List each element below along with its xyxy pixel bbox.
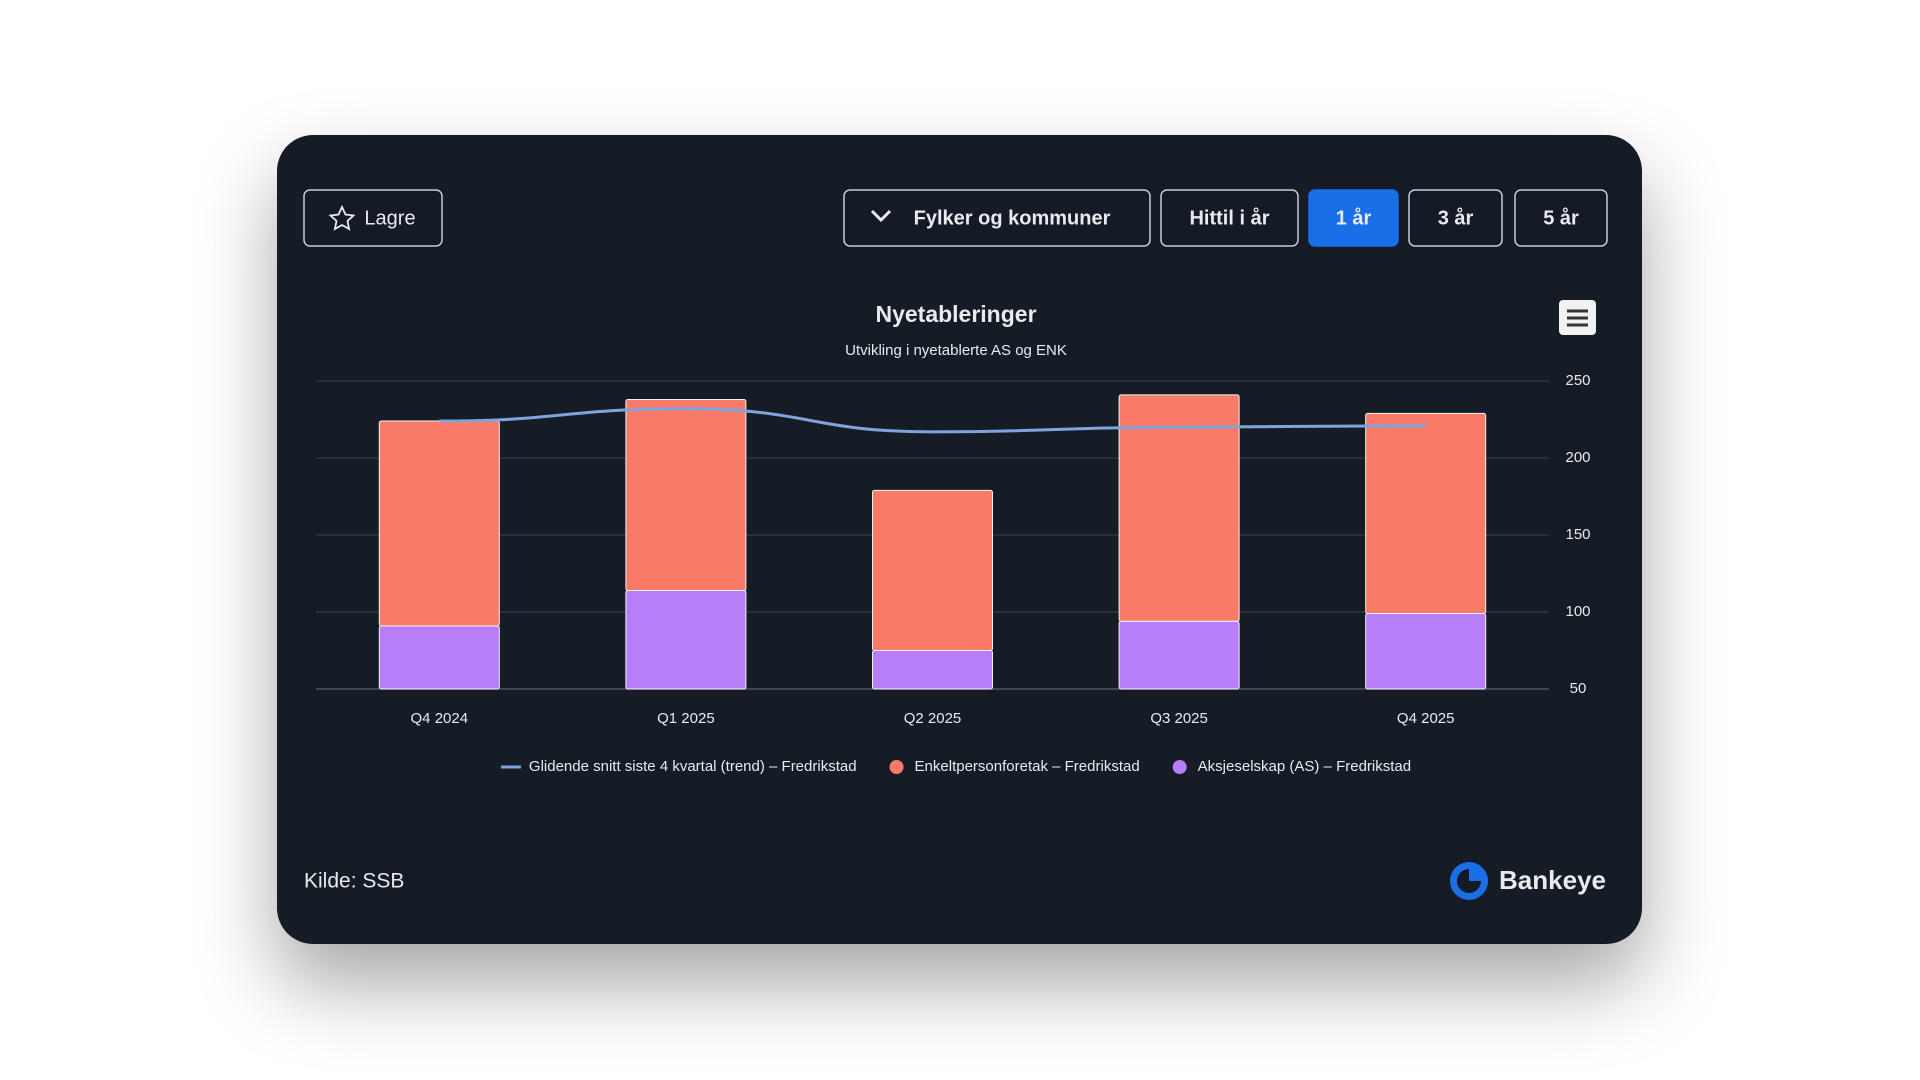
button-label: Hittil i år (1189, 206, 1269, 229)
period-button[interactable]: 5 år (1514, 189, 1608, 247)
brand-logo: Bankeye (1450, 862, 1606, 900)
bar-segment (1118, 620, 1240, 690)
button-bg (1514, 189, 1608, 247)
region-label: Fylker og kommuner (914, 207, 1111, 229)
button-bg (1308, 189, 1399, 247)
chevron-icon (870, 209, 892, 223)
button-label: 3 år (1438, 206, 1474, 229)
bar-segment (625, 589, 747, 690)
chart-subtitle: Utvikling i nyetablerte AS og ENK (845, 342, 1067, 359)
legend-label: Enkeltpersonforetak – Fredrikstad (915, 758, 1140, 775)
button-bg (1160, 189, 1299, 247)
bar-segment (1365, 613, 1487, 690)
legend: Glidende snitt siste 4 kvartal (trend) –… (500, 758, 1411, 775)
bar-segment (378, 625, 500, 690)
legend-item[interactable]: Glidende snitt siste 4 kvartal (trend) –… (500, 758, 857, 775)
x-tick-label: Q3 2025 (1150, 710, 1208, 727)
region-dropdown[interactable]: Fylker og kommuner (843, 189, 1151, 247)
bar-segment (1365, 412, 1487, 615)
y-tick-label: 100 (1565, 603, 1590, 620)
x-tick-label: Q4 2024 (411, 710, 469, 727)
y-tick-label: 200 (1565, 449, 1590, 466)
brand-name: Bankeye (1499, 865, 1606, 895)
bar-segment (378, 420, 500, 627)
button-label: 1 år (1336, 206, 1372, 229)
star-icon (328, 204, 356, 231)
legend-symbol (889, 760, 904, 774)
save-button[interactable]: Lagre (303, 189, 443, 247)
legend-symbol (1172, 760, 1187, 774)
x-tick-label: Q2 2025 (904, 710, 962, 727)
y-tick-label: 250 (1565, 372, 1590, 389)
y-tick-label: 150 (1565, 526, 1590, 543)
bar-segment (872, 489, 993, 651)
legend-item[interactable]: Enkeltpersonforetak – Fredrikstad (889, 758, 1140, 775)
legend-label: Aksjeselskap (AS) – Fredrikstad (1198, 758, 1411, 775)
save-label: Lagre (364, 207, 415, 229)
button-bg (1408, 189, 1503, 247)
legend-label: Glidende snitt siste 4 kvartal (trend) –… (529, 758, 857, 775)
bar-segment (625, 398, 747, 591)
source-label: Kilde: SSB (304, 870, 404, 893)
period-button[interactable]: 1 år (1308, 189, 1399, 247)
chart-title: Nyetableringer (875, 301, 1036, 327)
x-tick-label: Q4 2025 (1397, 710, 1455, 727)
legend-item[interactable]: Aksjeselskap (AS) – Fredrikstad (1172, 758, 1411, 775)
bar-segment (872, 650, 993, 690)
y-tick-label: 50 (1570, 680, 1587, 697)
button-label: 5 år (1543, 206, 1579, 229)
period-button[interactable]: Hittil i år (1160, 189, 1299, 247)
menu-button[interactable] (1559, 300, 1596, 335)
trend-line (439, 407, 1426, 434)
period-button[interactable]: 3 år (1408, 189, 1503, 247)
bar-segment (1118, 394, 1240, 622)
x-tick-label: Q1 2025 (657, 710, 715, 727)
